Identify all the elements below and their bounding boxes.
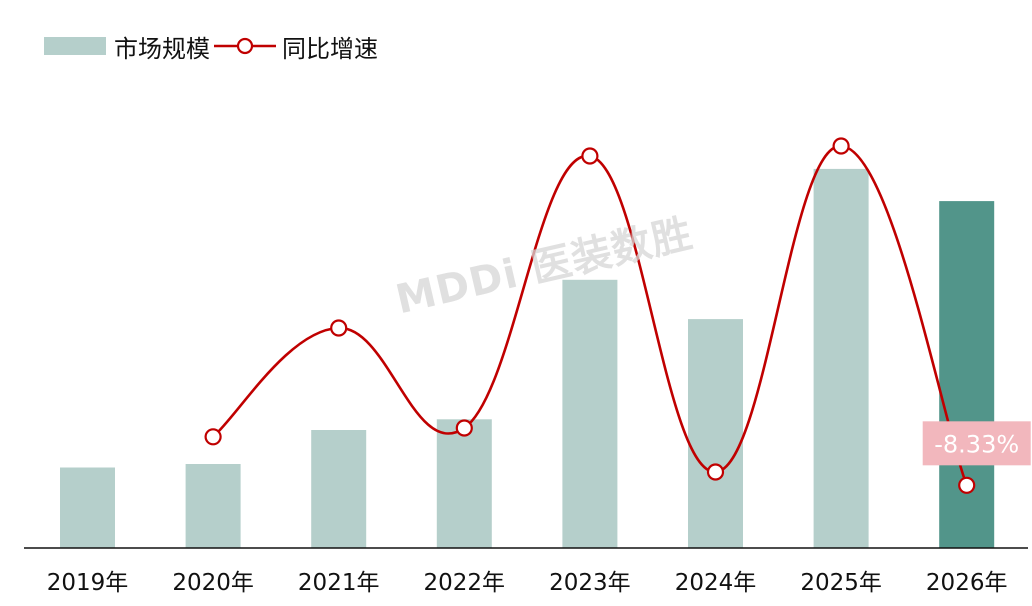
legend-label-growth: 同比增速	[282, 29, 378, 64]
bar-2026年	[939, 201, 994, 548]
x-tick-label: 2026年	[926, 570, 1008, 596]
data-label-text: -8.33%	[934, 430, 1019, 458]
bar-2021年	[311, 430, 366, 548]
data-labels: -8.33%	[923, 421, 1031, 465]
bar-2025年	[814, 169, 869, 548]
legend-item-growth: 同比增速	[214, 29, 378, 64]
growth-marker-2026年	[959, 478, 974, 493]
bar-group	[60, 169, 994, 548]
growth-marker-2020年	[206, 429, 221, 444]
bar-2024年	[688, 319, 743, 548]
growth-marker-2021年	[331, 321, 346, 336]
bar-2023年	[562, 280, 617, 548]
bar-2020年	[186, 464, 241, 548]
legend-label-market-size: 市场规模	[114, 29, 210, 64]
growth-marker-2023年	[582, 149, 597, 164]
legend: 市场规模 同比增速	[44, 28, 378, 64]
legend-line-swatch	[214, 34, 276, 58]
growth-marker-2022年	[457, 421, 472, 436]
legend-item-market-size: 市场规模	[44, 29, 210, 64]
x-tick-label: 2022年	[424, 570, 506, 596]
x-tick-label: 2021年	[298, 570, 380, 596]
x-tick-label: 2020年	[172, 570, 254, 596]
legend-bar-swatch	[44, 37, 106, 55]
bar-2019年	[60, 468, 115, 549]
growth-marker-2024年	[708, 465, 723, 480]
x-tick-label: 2019年	[47, 570, 129, 596]
bar-2022年	[437, 419, 492, 548]
x-tick-label: 2025年	[800, 570, 882, 596]
growth-marker-2025年	[834, 139, 849, 154]
x-tick-label: 2024年	[675, 570, 757, 596]
x-tick-labels: 2019年 2020年 2021年 2022年 2023年 2024年 2025年 2026年	[47, 570, 1008, 596]
x-tick-label: 2023年	[549, 570, 631, 596]
